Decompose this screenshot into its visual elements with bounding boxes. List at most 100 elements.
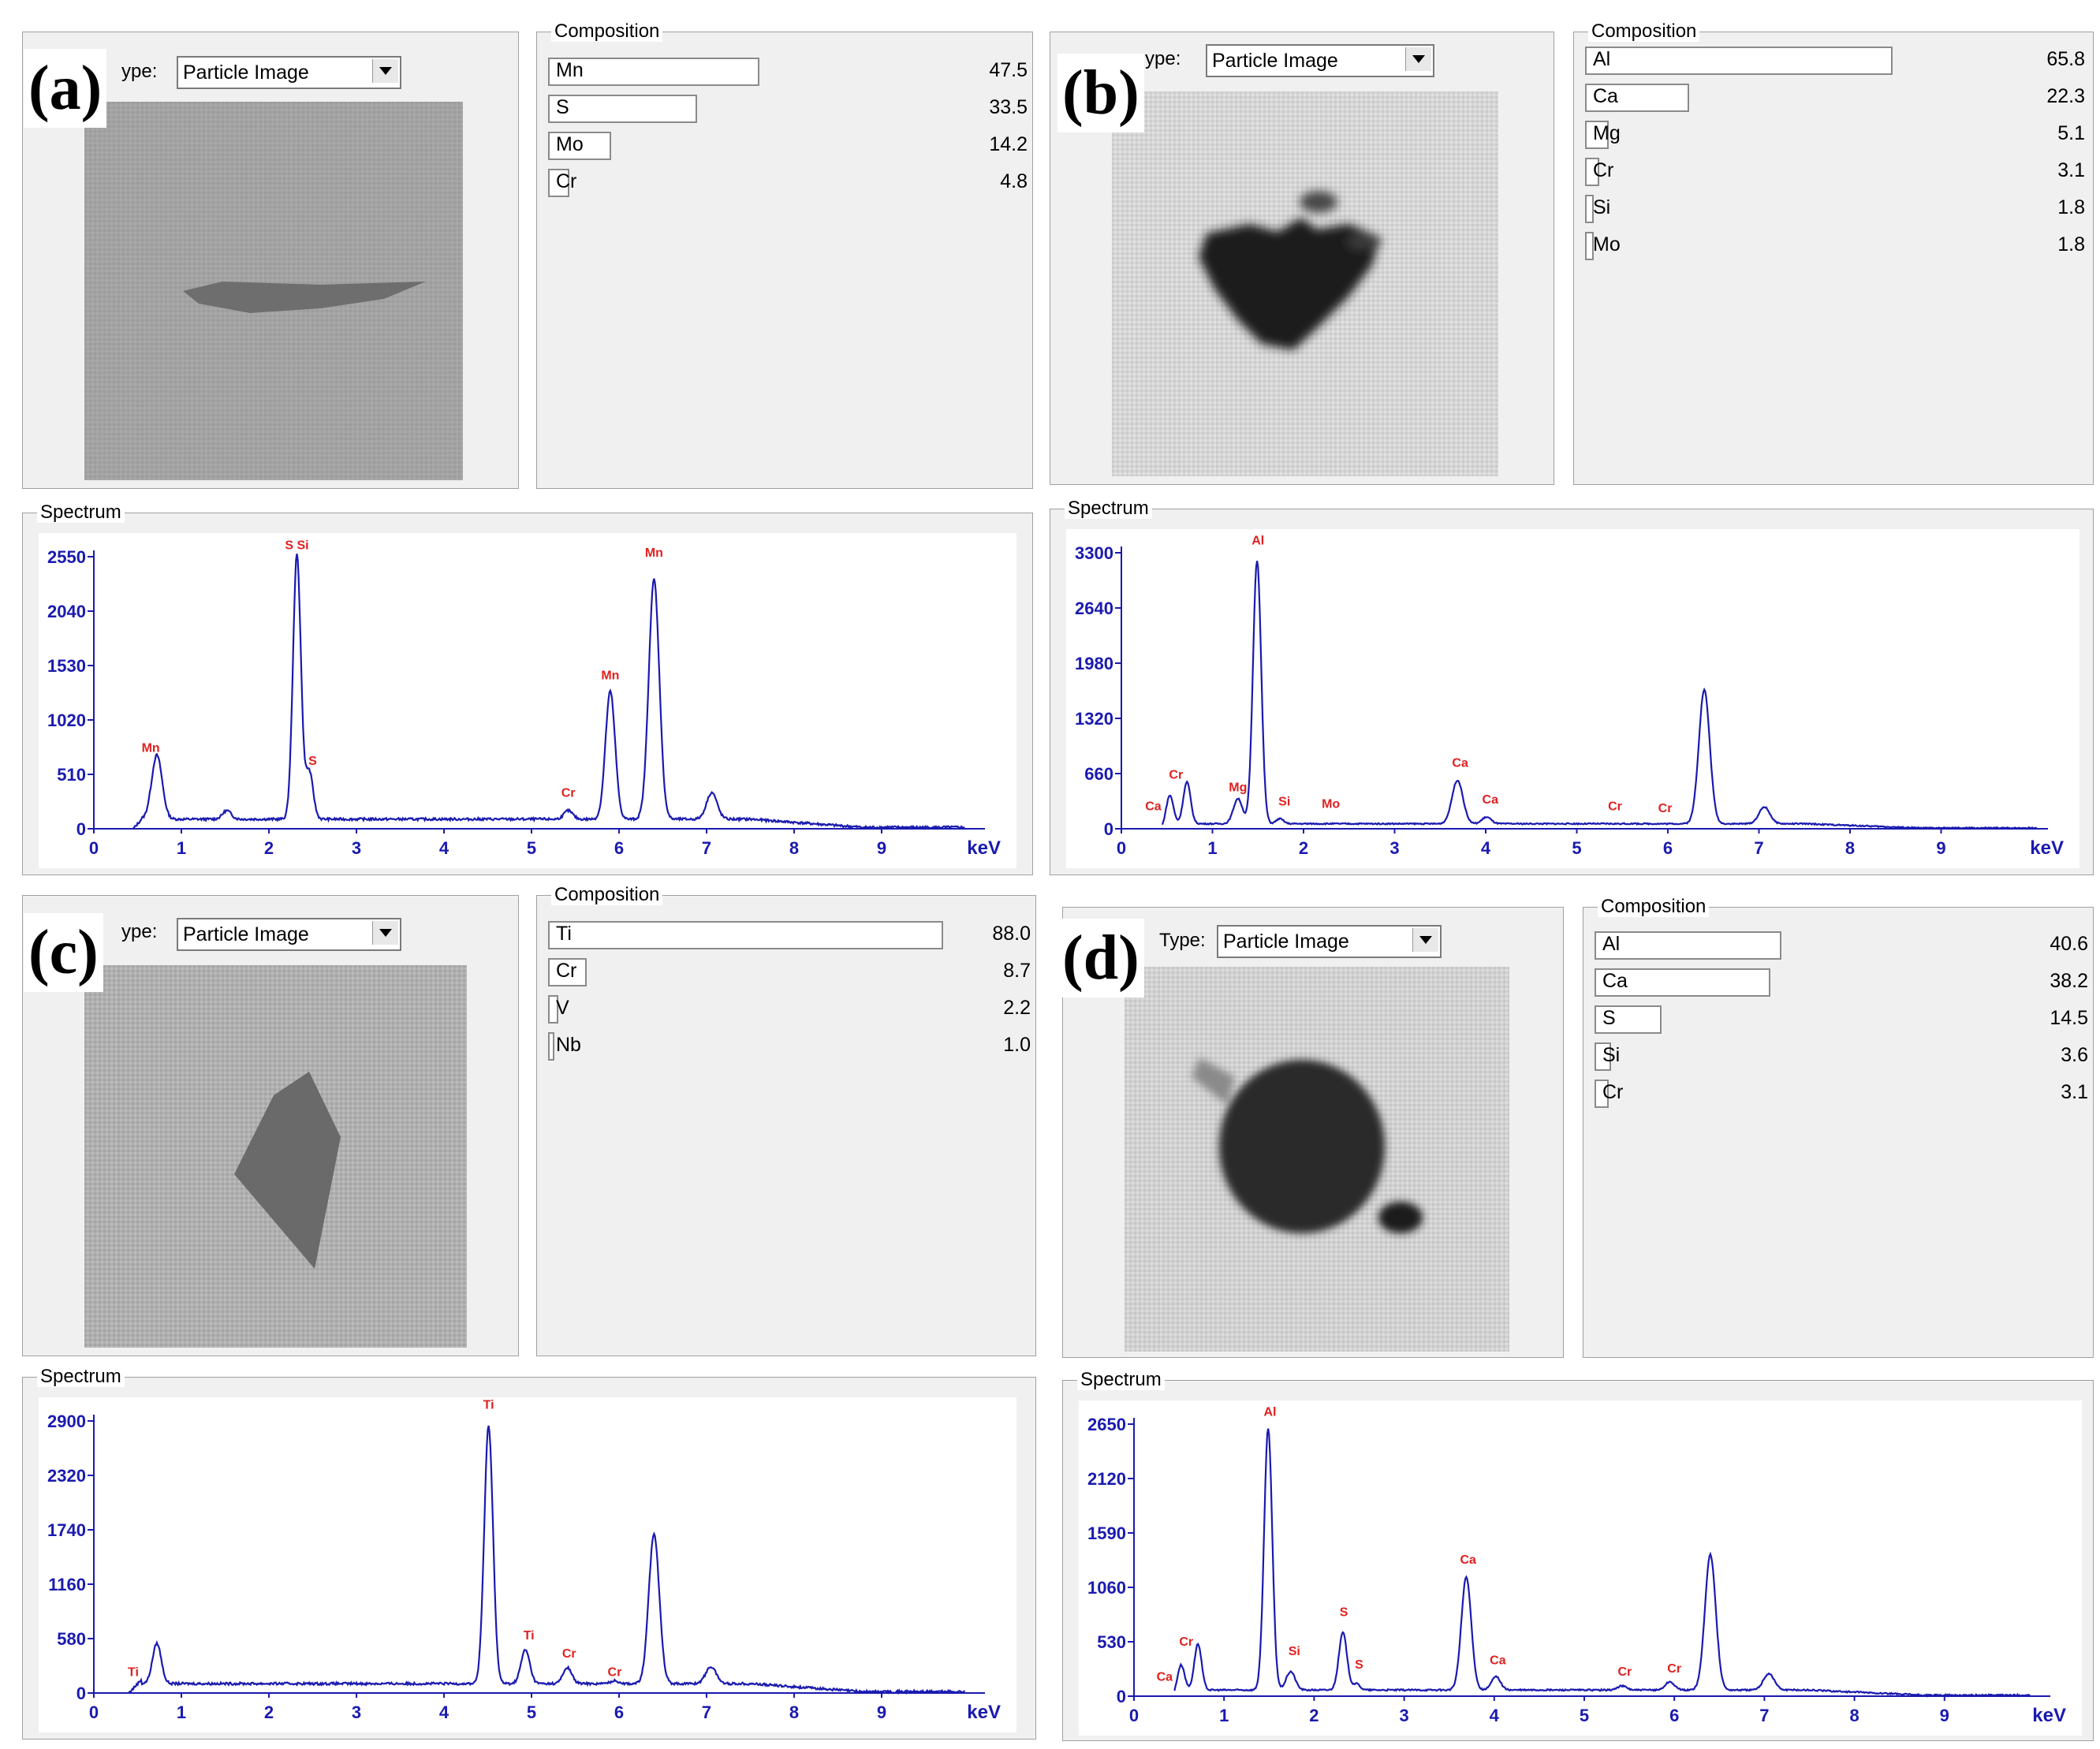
dropdown-value: Particle Image (1223, 930, 1349, 953)
composition-bar (1585, 232, 1594, 260)
panel-c: ype: Particle Image Composition Ti 88.0 Cr… (0, 875, 1050, 1749)
spectrum-chart: 0 580 1160 1740 2320 2900 0 1 2 3 4 5 6 7 8 9 keV Ti Ti Ti C… (47, 1399, 1001, 1723)
y-tick-label: 510 (57, 765, 86, 785)
composition-value: 14.2 (989, 133, 1028, 155)
type-label: ype: (121, 921, 158, 942)
peak-label: Ca (1483, 793, 1499, 807)
peak-label: Cr (1608, 800, 1622, 814)
composition-bar (548, 95, 698, 123)
composition-value: 1.0 (1003, 1034, 1031, 1056)
peak-label: Ti (128, 1666, 139, 1680)
x-tick-label: 8 (789, 838, 799, 858)
peak-label: Cr (1169, 768, 1183, 781)
y-tick-label: 1980 (1075, 654, 1113, 673)
y-tick-label: 2040 (47, 602, 86, 621)
particle-image (84, 102, 463, 480)
composition-row: Mo 14.2 (548, 132, 1028, 162)
composition-element: Nb (556, 1034, 581, 1056)
x-tick-label: 4 (1490, 1706, 1500, 1725)
peak-label: Mn (601, 669, 619, 683)
x-tick-label: 4 (439, 1702, 449, 1722)
panel-label: (b) (1057, 54, 1144, 132)
y-tick-label: 2320 (47, 1466, 86, 1486)
x-tick-label: 8 (789, 1702, 799, 1722)
image-type-dropdown[interactable]: Particle Image (1217, 925, 1442, 958)
x-tick-label: 2 (1309, 1706, 1319, 1725)
composition-row: Ca 38.2 (1595, 968, 2088, 998)
composition-element: V (556, 997, 569, 1019)
composition-label: Composition (551, 885, 663, 905)
y-tick-label: 3300 (1075, 543, 1113, 563)
x-tick-label: 8 (1845, 838, 1855, 858)
peak-label: Si (1289, 1645, 1300, 1658)
peak-label: Ca (1452, 757, 1468, 770)
x-tick-label: 0 (1129, 1706, 1139, 1725)
spectrum-label: Spectrum (37, 1367, 125, 1387)
peak-label: Si (1278, 795, 1290, 808)
image-type-dropdown[interactable]: Particle Image (177, 56, 401, 89)
x-tick-label: 4 (439, 838, 449, 858)
chevron-down-icon[interactable] (1412, 928, 1438, 952)
composition-element: Cr (1593, 159, 1614, 181)
composition-bar (1595, 1005, 1662, 1034)
x-tick-label: 1 (177, 838, 186, 858)
x-tick-label: 6 (614, 1702, 624, 1722)
peak-label: Cr (1667, 1662, 1681, 1676)
composition-bar (548, 995, 558, 1024)
y-tick-label: 530 (1097, 1632, 1126, 1652)
spectrum-label: Spectrum (1065, 498, 1152, 519)
x-tick-label: 8 (1849, 1706, 1859, 1725)
composition-element: S (556, 96, 569, 118)
particle-shape (1199, 218, 1380, 350)
composition-row: Nb 1.0 (548, 1032, 1031, 1062)
chevron-down-icon[interactable] (1405, 47, 1431, 71)
y-tick-label: 0 (1104, 819, 1113, 839)
x-tick-label: 0 (1117, 838, 1126, 858)
composition-value: 22.3 (2046, 85, 2085, 107)
peak-label: S (1340, 1605, 1348, 1619)
x-tick-label: 1 (177, 1702, 186, 1722)
spectrum-chart: 0 510 1020 1530 2040 2550 0 1 2 3 4 5 6 7 8 9 keV Mn S Si S… (47, 539, 1001, 859)
peak-label: S Si (285, 539, 308, 553)
spectrum-chart: 0 660 1320 1980 2640 3300 0 1 2 3 4 5 6 7 8 9 keV Ca Cr Mg A… (1075, 534, 2064, 859)
x-tick-label: 6 (1663, 838, 1673, 858)
image-type-dropdown[interactable]: Particle Image (177, 918, 401, 951)
composition-row: V 2.2 (548, 995, 1031, 1025)
y-tick-label: 1020 (47, 710, 86, 730)
x-tick-label: 7 (1754, 838, 1763, 858)
composition-row: S 14.5 (1595, 1005, 2088, 1035)
composition-value: 1.8 (2057, 233, 2085, 255)
x-tick-label: 9 (877, 1702, 886, 1722)
composition-row: Si 1.8 (1585, 195, 2085, 225)
composition-label: Composition (1588, 21, 1700, 42)
composition-bar (1585, 121, 1610, 149)
x-tick-label: 0 (89, 838, 99, 858)
peak-label: Mn (645, 546, 663, 560)
spectrum-box: Spectrum 0 530 1060 1590 2120 2650 0 1 2 3 4 5 6 7 8 9 k… (1062, 1370, 2094, 1741)
image-type-dropdown[interactable]: Particle Image (1206, 44, 1434, 77)
composition-bar (548, 921, 943, 949)
composition-row: Cr 3.1 (1595, 1080, 2088, 1109)
composition-row: Ti 88.0 (548, 921, 1031, 951)
particle-shape (183, 282, 426, 313)
panel-d: Type: Particle Image Composition Al 40.6 C… (1050, 875, 2100, 1749)
chevron-down-icon[interactable] (372, 921, 398, 945)
x-tick-label: 3 (352, 1702, 361, 1722)
y-tick-label: 1060 (1087, 1578, 1126, 1598)
peak-label: Ca (1490, 1654, 1506, 1668)
y-tick-label: 2900 (47, 1412, 86, 1431)
panel-label: (c) (24, 913, 103, 992)
chevron-down-icon[interactable] (372, 59, 398, 83)
peak-label: Al (1263, 1406, 1276, 1419)
composition-value: 47.5 (989, 59, 1028, 81)
peak-label: Cr (561, 786, 576, 800)
composition-bar (1585, 84, 1690, 112)
composition-element: Mo (1593, 233, 1621, 255)
x-tick-label: 9 (1936, 838, 1945, 858)
x-tick-label: 5 (527, 1702, 536, 1722)
peak-label: Ca (1157, 1670, 1173, 1684)
y-tick-label: 1160 (48, 1575, 86, 1594)
panel-label: (d) (1057, 919, 1144, 998)
spectrum-line (128, 1425, 966, 1695)
composition-element: Mn (556, 59, 584, 81)
